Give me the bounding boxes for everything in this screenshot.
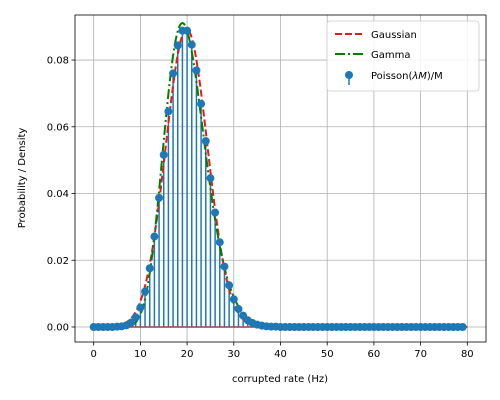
x-axis-ticks: 0 10 20 30 40 50 60 70 80 [90,342,474,360]
legend: Gaussian Gamma Poisson(λM)/M [326,20,480,92]
y-axis-ticks: 0.00 0.02 0.04 0.06 0.08 [47,56,75,333]
y-tick-label: 0.00 [47,322,69,333]
legend-gaussian-label: Gaussian [371,30,417,41]
x-tick-label: 30 [227,349,240,360]
poisson-marker [150,232,159,241]
x-tick-label: 40 [274,349,287,360]
poisson-marker [225,281,234,290]
poisson-marker [215,238,224,247]
x-tick-label: 20 [181,349,194,360]
poisson-marker [164,107,173,116]
poisson-marker [127,318,136,327]
poisson-marker [192,66,201,75]
legend-poisson-marker [345,71,353,79]
poisson-marker [169,69,178,78]
y-tick-label: 0.06 [47,122,69,133]
y-tick-label: 0.08 [47,56,69,67]
poisson-marker [187,40,196,49]
legend-gamma-label: Gamma [371,50,411,61]
x-tick-label: 50 [321,349,334,360]
markers [89,26,467,331]
x-tick-label: 60 [368,349,381,360]
poisson-marker [234,304,243,313]
poisson-marker [141,287,150,296]
poisson-marker [183,26,192,35]
stems [93,30,463,328]
y-tick-label: 0.04 [47,189,69,200]
poisson-marker [201,137,210,146]
poisson-marker [173,41,182,50]
legend-poisson-label-part: )/M [427,71,443,82]
y-tick-label: 0.02 [47,256,69,267]
poisson-marker [197,99,206,108]
x-tick-label: 70 [414,349,427,360]
legend-poisson-label: Poisson(λM)/M [371,71,443,82]
legend-box [326,20,480,92]
poisson-marker [145,264,154,273]
poisson-marker [155,193,164,202]
poisson-marker [458,322,467,331]
x-tick-label: 10 [134,349,147,360]
poisson-marker [211,208,220,217]
poisson-marker [131,313,140,322]
poisson-marker [159,150,168,159]
y-axis-label: Probability / Density [17,128,28,229]
x-axis-label: corrupted rate (Hz) [232,374,328,385]
legend-poisson-label-part: Poisson( [371,71,412,82]
poisson-marker [136,303,145,312]
poisson-marker [206,174,215,183]
x-tick-label: 0 [90,349,96,360]
poisson-marker [229,295,238,304]
x-tick-label: 80 [461,349,474,360]
legend-poisson-label-math: λM [411,71,427,82]
poisson-marker [220,262,229,271]
